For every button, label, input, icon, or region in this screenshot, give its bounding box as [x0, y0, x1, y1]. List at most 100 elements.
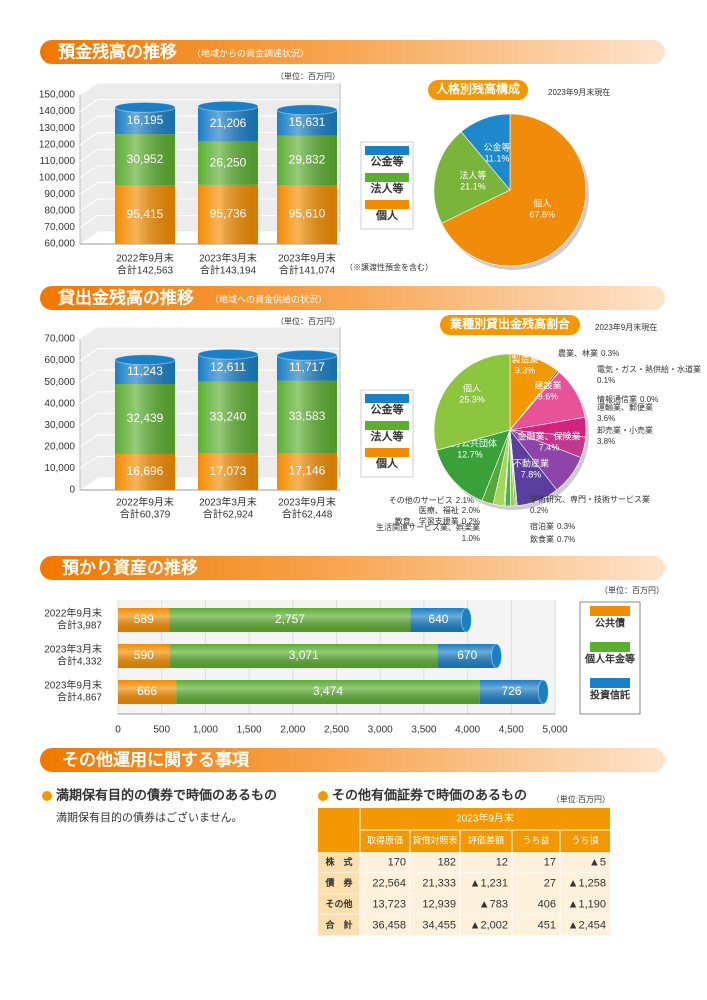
y-tick-label: 30,000: [44, 420, 75, 431]
total-label: 合計60,379: [120, 508, 171, 521]
slice-label: 金融業、保険業: [517, 430, 580, 441]
slice-label: 運輸業、郵便業: [597, 402, 653, 412]
y-tick-label: 2023年3月末: [44, 643, 102, 656]
table-cell: ▲5: [589, 856, 606, 868]
y-tick-label: 0: [69, 485, 75, 496]
slice-name: 宿泊業: [530, 521, 554, 531]
data-label: 32,439: [127, 411, 164, 425]
bar-shine: [115, 453, 175, 490]
bar-shine: [118, 644, 170, 668]
grid-line: [79, 455, 340, 469]
data-label: 11,243: [127, 364, 163, 378]
grid-line: [79, 148, 340, 162]
grid-line: [79, 214, 340, 228]
slice-label: 宿泊業 0.3%: [530, 521, 575, 531]
bar-shine: [198, 141, 258, 185]
slice-name: 飲食業: [530, 534, 554, 544]
data-label: 11,717: [289, 360, 325, 374]
legend-label: 法人等: [371, 181, 404, 195]
slice-value: 2.1%: [456, 496, 474, 505]
legend-label: 公共債: [595, 617, 625, 630]
pie-slice: [436, 429, 511, 502]
bar-shine: [198, 184, 258, 244]
table-cell: 13,723: [372, 898, 406, 910]
table-cell: 17: [544, 856, 556, 868]
table-row-bg: [360, 873, 610, 894]
bar-shine: [115, 185, 175, 244]
grid-line: [79, 115, 340, 129]
bar-shine: [169, 644, 438, 668]
bar-cap: [537, 679, 549, 705]
slice-value: 0.0%: [640, 395, 658, 404]
x-tick-label: 1,500: [237, 725, 262, 736]
y-tick-label: 60,000: [44, 239, 75, 250]
legend-label: 法人等: [371, 429, 404, 443]
slice-value: 12.7%: [457, 449, 483, 459]
total-label: 合計62,924: [203, 508, 254, 521]
data-label: 21,206: [210, 116, 247, 130]
column-header: 取得原価: [367, 834, 403, 845]
table-row-bg: [360, 894, 610, 915]
legend-label: 個人: [375, 456, 399, 470]
bar-shine: [115, 134, 175, 186]
table-row-bg: [318, 873, 360, 894]
y-tick-label: 130,000: [39, 123, 76, 134]
column-header: 評価差額: [468, 834, 504, 845]
table-cell: 22,564: [372, 877, 406, 889]
legend-swatch: [590, 606, 630, 616]
data-label: 666: [137, 684, 157, 698]
bar-cap: [197, 348, 259, 360]
data-label: 26,250: [210, 155, 247, 169]
table-row-bg: [318, 894, 360, 915]
slice-label: 卸売業・小売業: [597, 425, 653, 435]
slice-label: 地方公共団体: [443, 437, 497, 448]
y-tick-label: 70,000: [44, 222, 75, 233]
table-cell: 182: [438, 856, 456, 868]
table-row-bg: [318, 852, 360, 873]
unit-label: （単位：百万円）: [600, 585, 664, 595]
total-label: 合計4,867: [57, 691, 102, 704]
table-cell: ▲2,454: [568, 919, 606, 931]
section-title: 預金残高の推移: [58, 41, 177, 61]
legend-swatch: [365, 448, 409, 457]
banner: [40, 556, 665, 580]
y-tick-label: 20,000: [44, 441, 75, 452]
total-label: 合計4,332: [57, 655, 102, 668]
column-header: うち損: [571, 834, 598, 845]
total-label: 合計62,448: [282, 508, 333, 521]
bar-shine: [169, 608, 411, 632]
row-header: その他: [325, 898, 352, 909]
pie-title-bg: [440, 315, 580, 335]
x-tick-label: 500: [153, 725, 170, 736]
slice-value: 0.2%: [462, 517, 480, 526]
unit-label: （単位：百万円）: [276, 316, 340, 326]
slice-label: その他のサービス 2.1%: [389, 495, 474, 505]
grid-line: [79, 326, 340, 340]
row-header: 合 計: [325, 919, 352, 930]
data-label: 95,610: [289, 207, 326, 221]
x-tick-label: 1,000: [193, 725, 218, 736]
data-label: 33,240: [210, 409, 247, 423]
x-tick-label: 2022年9月末: [116, 252, 174, 265]
unit-label: （単位：百万円）: [276, 71, 340, 81]
legend-swatch: [365, 146, 409, 155]
slice-value: 2.0%: [462, 506, 480, 515]
table-cell: 12: [496, 856, 508, 868]
table-unit: （単位:百万円）: [552, 794, 610, 804]
column-header: 貸借対照表: [412, 834, 457, 845]
legend-label: 投資信託: [590, 689, 630, 702]
grid-line: [79, 477, 340, 491]
grid-line: [79, 198, 340, 212]
bar-shine: [277, 453, 337, 490]
slice-name: 医療、福祉: [419, 505, 459, 515]
note-text: 満期保有目的の債券はございません。: [56, 810, 243, 824]
data-label: 15,631: [289, 115, 326, 129]
slice-value: 1.0%: [462, 534, 480, 543]
table-row-bg: [360, 915, 610, 936]
data-label: 30,952: [127, 152, 164, 166]
x-tick-label: 2023年3月末: [199, 496, 257, 509]
section-title: 貸出金残高の推移: [57, 287, 194, 307]
slice-label: 不動産業: [513, 457, 549, 468]
section-subtitle: （地域からの資金調達状況）: [192, 47, 309, 58]
data-label: 3,474: [313, 684, 343, 698]
